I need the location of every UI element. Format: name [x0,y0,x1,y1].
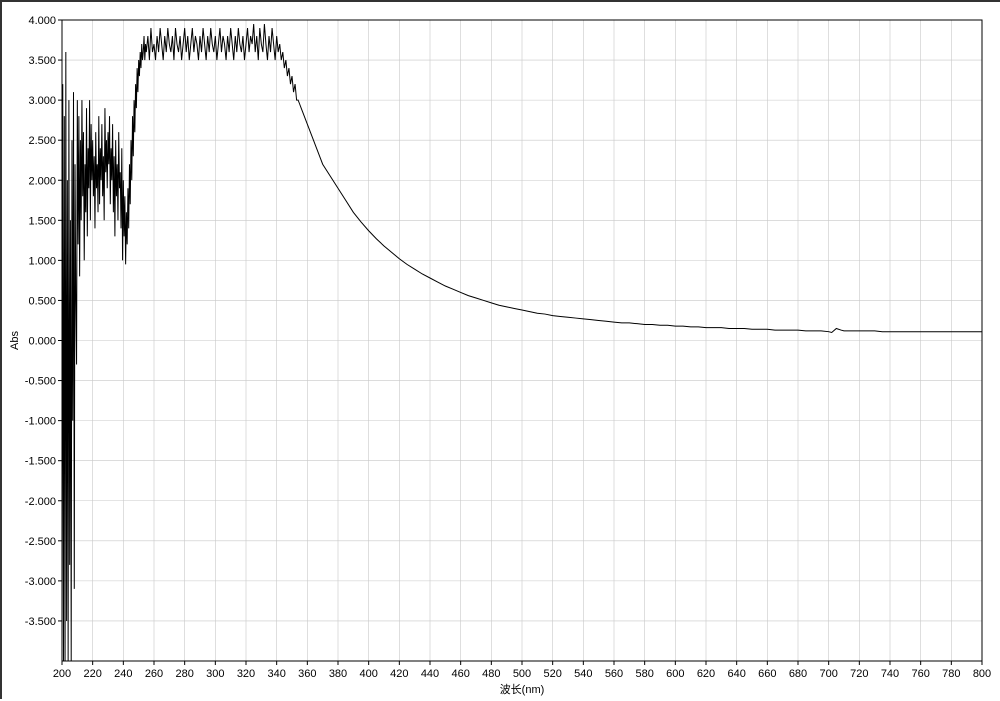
svg-text:560: 560 [605,668,623,680]
svg-text:220: 220 [83,668,101,680]
svg-text:660: 660 [758,668,776,680]
svg-text:640: 640 [727,668,745,680]
svg-text:-2.000: -2.000 [25,496,56,508]
svg-text:720: 720 [850,668,868,680]
svg-text:3.000: 3.000 [28,95,56,107]
svg-text:500: 500 [513,668,531,680]
svg-text:1.000: 1.000 [28,255,56,267]
svg-text:540: 540 [574,668,592,680]
svg-text:260: 260 [145,668,163,680]
spectrum-chart: 200 220 240 260 280 300 320 340 360 380 400 420 440 4… [2,2,1000,701]
svg-text:800: 800 [973,668,991,680]
svg-text:400: 400 [359,668,377,680]
svg-text:-0.500: -0.500 [25,376,56,388]
svg-text:280: 280 [175,668,193,680]
chart-container: 200 220 240 260 280 300 320 340 360 380 400 420 440 4… [2,2,998,697]
svg-text:0.000: 0.000 [28,336,56,348]
svg-text:0.500: 0.500 [28,295,56,307]
svg-text:-1.000: -1.000 [25,416,56,428]
svg-text:600: 600 [666,668,684,680]
x-axis-label: 波长(nm) [500,683,545,696]
svg-text:2.500: 2.500 [28,135,56,147]
svg-text:340: 340 [267,668,285,680]
chart-frame: 200 220 240 260 280 300 320 340 360 380 400 420 440 4… [0,0,1000,699]
svg-text:440: 440 [421,668,439,680]
svg-text:780: 780 [942,668,960,680]
svg-text:360: 360 [298,668,316,680]
svg-text:520: 520 [543,668,561,680]
svg-text:3.500: 3.500 [28,55,56,67]
svg-text:320: 320 [237,668,255,680]
svg-text:1.500: 1.500 [28,215,56,227]
svg-text:480: 480 [482,668,500,680]
svg-text:620: 620 [697,668,715,680]
svg-text:760: 760 [911,668,929,680]
svg-text:-1.500: -1.500 [25,456,56,468]
svg-text:680: 680 [789,668,807,680]
svg-text:240: 240 [114,668,132,680]
svg-text:460: 460 [451,668,469,680]
svg-text:740: 740 [881,668,899,680]
y-axis-label: Abs [9,331,21,350]
svg-text:420: 420 [390,668,408,680]
svg-text:-3.000: -3.000 [25,576,56,588]
svg-text:4.000: 4.000 [28,15,56,27]
svg-text:2.000: 2.000 [28,175,56,187]
svg-text:580: 580 [635,668,653,680]
svg-text:700: 700 [819,668,837,680]
svg-text:300: 300 [206,668,224,680]
svg-text:-3.500: -3.500 [25,616,56,628]
svg-text:-2.500: -2.500 [25,536,56,548]
svg-text:380: 380 [329,668,347,680]
svg-text:200: 200 [53,668,71,680]
